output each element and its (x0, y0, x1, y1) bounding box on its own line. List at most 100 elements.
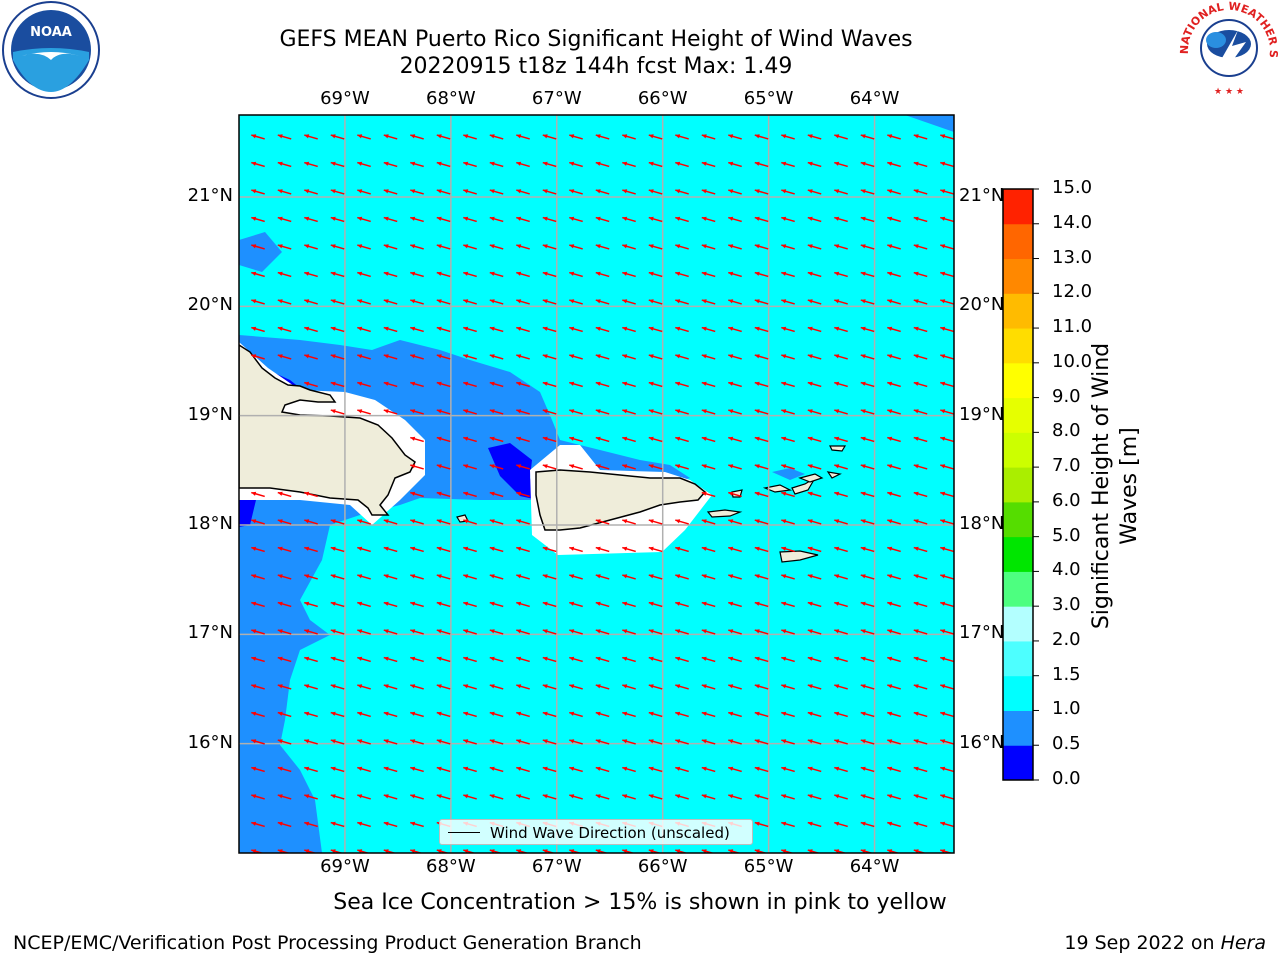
wave-arrowhead (701, 766, 707, 771)
wave-arrowhead (622, 134, 628, 139)
wave-arrowhead (781, 519, 787, 524)
wave-arrowhead (277, 794, 283, 799)
wave-arrowhead (410, 354, 416, 359)
wave-arrowhead (940, 244, 946, 249)
wave-arrowhead (781, 161, 787, 166)
wave-arrowhead (887, 519, 893, 524)
wave-arrowhead (595, 216, 601, 221)
wave-arrowhead (330, 601, 336, 606)
wave-arrowhead (754, 656, 760, 661)
wave-arrowhead (622, 849, 628, 853)
wave-arrowhead (357, 244, 363, 249)
colorbar-segment (1003, 675, 1033, 711)
wave-arrowhead (754, 354, 760, 359)
wave-arrowhead (887, 134, 893, 139)
wave-arrowhead (489, 656, 495, 661)
wave-arrowhead (304, 601, 310, 606)
wave-arrowhead (648, 216, 654, 221)
wave-arrowhead (489, 766, 495, 771)
wave-arrowhead (887, 381, 893, 386)
wave-arrowhead (595, 381, 601, 386)
wave-arrowhead (887, 684, 893, 689)
wave-arrowhead (834, 601, 840, 606)
wave-arrowhead (251, 821, 257, 826)
wave-arrowhead (542, 574, 548, 579)
wave-arrowhead (489, 189, 495, 194)
wave-arrowhead (277, 216, 283, 221)
wave-arrowhead (410, 794, 416, 799)
wave-arrowhead (940, 299, 946, 304)
wave-arrowhead (940, 794, 946, 799)
wave-arrowhead (595, 326, 601, 331)
wave-arrowhead (516, 546, 522, 551)
wave-arrowhead (516, 711, 522, 716)
axis-tick-label: 21°N (187, 185, 233, 206)
wave-arrowhead (436, 546, 442, 551)
wave-arrowhead (860, 436, 866, 441)
wave-arrowhead (834, 491, 840, 496)
wave-arrowhead (807, 519, 813, 524)
wave-arrowhead (675, 711, 681, 716)
wave-arrowhead (357, 794, 363, 799)
colorbar-tick-label: 6.0 (1052, 489, 1081, 511)
wave-arrowhead (436, 711, 442, 716)
wave-arrowhead (648, 684, 654, 689)
wave-arrowhead (330, 656, 336, 661)
wave-arrowhead (436, 271, 442, 276)
colorbar-tick-label: 11.0 (1052, 316, 1093, 338)
wave-arrowhead (701, 271, 707, 276)
wave-arrowhead (807, 244, 813, 249)
colorbar-tick-label: 10.0 (1052, 350, 1093, 372)
wave-arrowhead (516, 574, 522, 579)
chart-subtitle: 20220915 t18z 144h fcst Max: 1.49 (399, 54, 793, 79)
wave-arrowhead (595, 409, 601, 414)
wave-arrowhead (728, 491, 734, 496)
footer-right: 19 Sep 2022 on Hera (1064, 932, 1266, 954)
island-tortola (798, 473, 824, 483)
wave-arrowhead (251, 629, 257, 634)
wave-arrowhead (489, 436, 495, 441)
wave-arrowhead (357, 546, 363, 551)
wave-arrowhead (463, 464, 469, 469)
wave-arrowhead (383, 381, 389, 386)
colorbar-frame (1002, 188, 1034, 781)
wave-arrowhead (728, 849, 734, 853)
wave-arrowhead (754, 519, 760, 524)
wave-arrowhead (569, 601, 575, 606)
wave-arrowhead (622, 216, 628, 221)
wave-arrowhead (648, 299, 654, 304)
wave-arrowhead (277, 821, 283, 826)
footer-date: 19 Sep 2022 on (1064, 932, 1221, 954)
colorbar-segment (1003, 223, 1033, 260)
wave-arrowhead (489, 546, 495, 551)
wave-arrowhead (728, 601, 734, 606)
wave-arrowhead (622, 299, 628, 304)
wave-arrowhead (701, 326, 707, 331)
wave-arrowhead (940, 711, 946, 716)
wave-arrowhead (622, 739, 628, 744)
gridlines (239, 115, 954, 853)
wave-arrowhead (330, 519, 336, 524)
wave-arrowhead (781, 794, 787, 799)
wave-arrowhead (834, 326, 840, 331)
wave-arrowhead (489, 739, 495, 744)
wave-arrowhead (887, 601, 893, 606)
wave-arrowhead (489, 409, 495, 414)
wave-arrowhead (330, 684, 336, 689)
wave-arrowhead (754, 326, 760, 331)
wave-arrowhead (569, 216, 575, 221)
wave-arrowhead (569, 766, 575, 771)
wave-arrowhead (277, 354, 283, 359)
wave-arrowhead (887, 546, 893, 551)
wave-arrowhead (728, 299, 734, 304)
wave-arrowhead (807, 216, 813, 221)
wave-arrowhead (569, 794, 575, 799)
wave-arrowhead (595, 271, 601, 276)
wave-arrowhead (383, 711, 389, 716)
wave-arrowhead (489, 326, 495, 331)
axis-tick-label: 68°W (425, 856, 476, 877)
wave-arrowhead (754, 409, 760, 414)
wave-arrowhead (410, 519, 416, 524)
wave-arrowhead (807, 381, 813, 386)
wave-arrowhead (701, 354, 707, 359)
